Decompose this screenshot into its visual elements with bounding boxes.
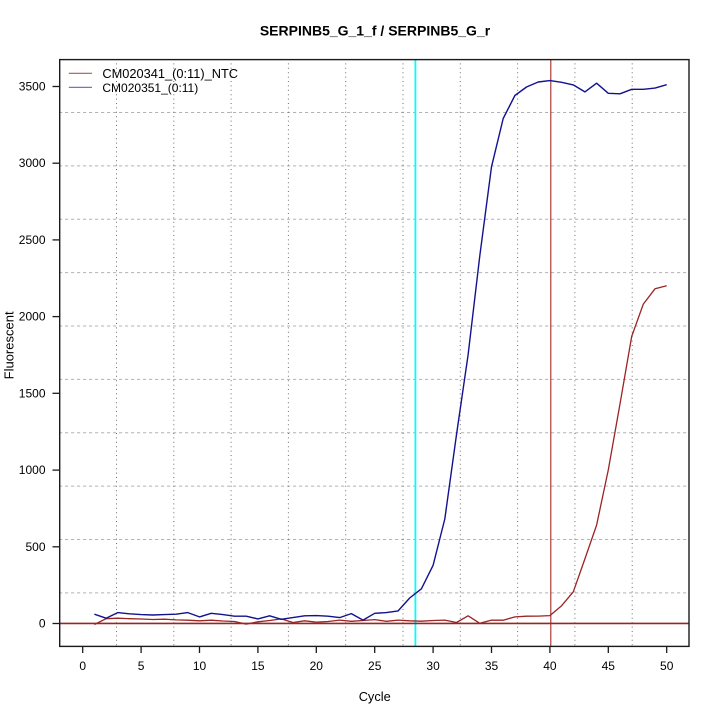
svg-text:10: 10 xyxy=(193,659,207,673)
svg-text:20: 20 xyxy=(310,659,324,673)
svg-text:Cycle: Cycle xyxy=(359,689,391,704)
svg-text:3000: 3000 xyxy=(19,156,46,170)
svg-text:500: 500 xyxy=(25,540,45,554)
svg-text:50: 50 xyxy=(660,659,674,673)
svg-text:1500: 1500 xyxy=(19,386,46,400)
svg-text:40: 40 xyxy=(543,659,557,673)
svg-text:2500: 2500 xyxy=(19,233,46,247)
svg-text:30: 30 xyxy=(426,659,440,673)
svg-text:35: 35 xyxy=(485,659,499,673)
svg-text:3500: 3500 xyxy=(19,80,46,94)
svg-text:25: 25 xyxy=(368,659,382,673)
svg-text:1000: 1000 xyxy=(19,463,46,477)
svg-text:45: 45 xyxy=(602,659,616,673)
svg-text:5: 5 xyxy=(138,659,145,673)
svg-text:SERPINB5_G_1_f / SERPINB5_G_r: SERPINB5_G_1_f / SERPINB5_G_r xyxy=(260,23,491,39)
svg-text:15: 15 xyxy=(251,659,265,673)
svg-text:0: 0 xyxy=(79,659,86,673)
svg-text:CM020351_(0:11): CM020351_(0:11) xyxy=(102,81,198,95)
svg-text:2000: 2000 xyxy=(19,310,46,324)
svg-text:Fluorescent: Fluorescent xyxy=(2,311,17,379)
svg-text:0: 0 xyxy=(39,617,46,631)
svg-text:CM020341_(0:11)_NTC: CM020341_(0:11)_NTC xyxy=(102,66,238,81)
